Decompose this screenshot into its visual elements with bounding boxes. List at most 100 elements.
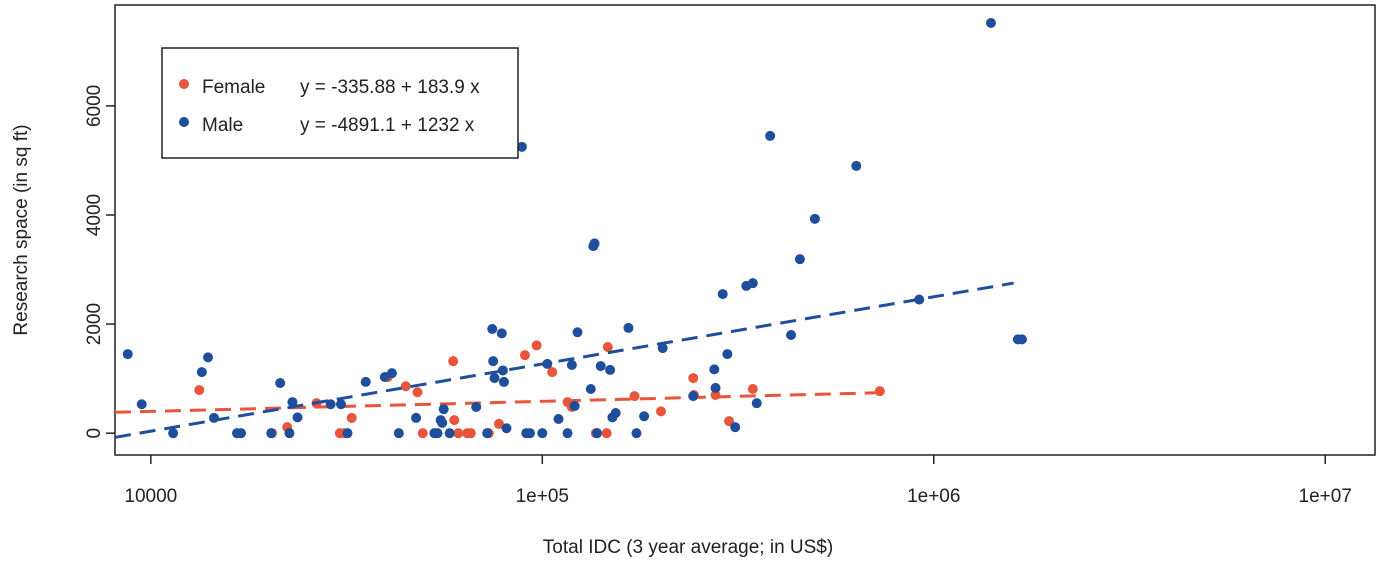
y-axis-title: Research space (in sq ft): [11, 124, 32, 335]
point: [448, 356, 459, 367]
point: [765, 130, 776, 141]
point: [629, 391, 640, 402]
point: [393, 428, 404, 439]
x-tick-label: 1e+07: [1299, 486, 1352, 507]
point: [449, 415, 460, 426]
point: [136, 399, 147, 410]
point: [400, 381, 411, 392]
point: [572, 327, 583, 338]
point: [493, 418, 504, 429]
point: [851, 160, 862, 171]
point: [194, 385, 205, 396]
point: [438, 404, 449, 415]
point: [342, 428, 353, 439]
x-tick-label: 1e+05: [516, 486, 569, 507]
point: [631, 428, 642, 439]
point: [444, 428, 455, 439]
point: [489, 373, 500, 384]
legend-label: Female: [202, 77, 265, 98]
x-axis-title: Total IDC (3 year average; in US$): [543, 537, 833, 558]
point: [437, 417, 448, 428]
point: [710, 382, 721, 393]
point: [196, 367, 207, 378]
point: [809, 213, 820, 224]
point: [1016, 334, 1027, 345]
y-tick-label: 6000: [84, 85, 105, 127]
point: [360, 376, 371, 387]
point: [794, 254, 805, 265]
point: [266, 428, 277, 439]
y-tick-label: 4000: [84, 194, 105, 236]
point: [688, 391, 699, 402]
y-tick-label: 0: [84, 428, 105, 439]
point: [709, 364, 720, 375]
point: [547, 367, 558, 378]
point: [747, 384, 758, 394]
point: [601, 428, 612, 439]
point: [325, 399, 336, 410]
legend-label: Male: [202, 115, 243, 136]
point: [655, 406, 666, 417]
point: [786, 330, 797, 340]
point: [717, 289, 728, 300]
point: [335, 399, 346, 410]
point: [688, 373, 699, 384]
point: [605, 364, 616, 375]
point: [498, 376, 509, 387]
point: [488, 356, 499, 367]
point: [874, 386, 885, 397]
point: [657, 343, 668, 354]
legend-box: [161, 47, 519, 159]
legend-marker: [179, 79, 189, 89]
point: [524, 428, 535, 439]
point: [236, 428, 247, 439]
point: [623, 322, 634, 333]
point: [453, 428, 464, 439]
point: [724, 416, 735, 427]
point: [497, 365, 508, 376]
point: [386, 368, 397, 379]
point: [346, 412, 357, 423]
point: [501, 423, 512, 434]
point: [275, 378, 286, 388]
point: [589, 238, 600, 249]
y-tick-label: 2000: [84, 303, 105, 345]
point: [516, 141, 527, 152]
point: [203, 352, 214, 363]
point: [537, 428, 548, 439]
point: [566, 360, 577, 370]
point: [747, 278, 758, 289]
point: [287, 397, 298, 408]
point: [722, 349, 733, 360]
point: [553, 414, 564, 424]
point: [122, 349, 133, 360]
point: [985, 18, 996, 28]
point: [602, 342, 613, 352]
point: [730, 422, 741, 433]
point: [531, 340, 542, 351]
point: [412, 387, 423, 398]
point: [284, 428, 295, 439]
point: [639, 411, 650, 422]
point: [610, 408, 621, 418]
point: [751, 398, 762, 409]
point: [168, 428, 179, 439]
x-tick-label: 10000: [124, 486, 177, 507]
point: [471, 402, 482, 412]
fit-line: [114, 391, 878, 414]
point: [417, 428, 428, 439]
plot-frame: [114, 4, 1376, 456]
point: [411, 412, 422, 423]
point: [496, 328, 507, 339]
legend-equation: y = -335.88 + 183.9 x: [300, 77, 480, 98]
point: [519, 350, 530, 361]
legend-marker: [179, 117, 189, 127]
point: [562, 428, 573, 439]
point: [465, 428, 476, 439]
point: [487, 324, 498, 334]
point: [585, 384, 596, 394]
point: [592, 428, 603, 439]
x-tick-label: 1e+06: [907, 486, 960, 507]
